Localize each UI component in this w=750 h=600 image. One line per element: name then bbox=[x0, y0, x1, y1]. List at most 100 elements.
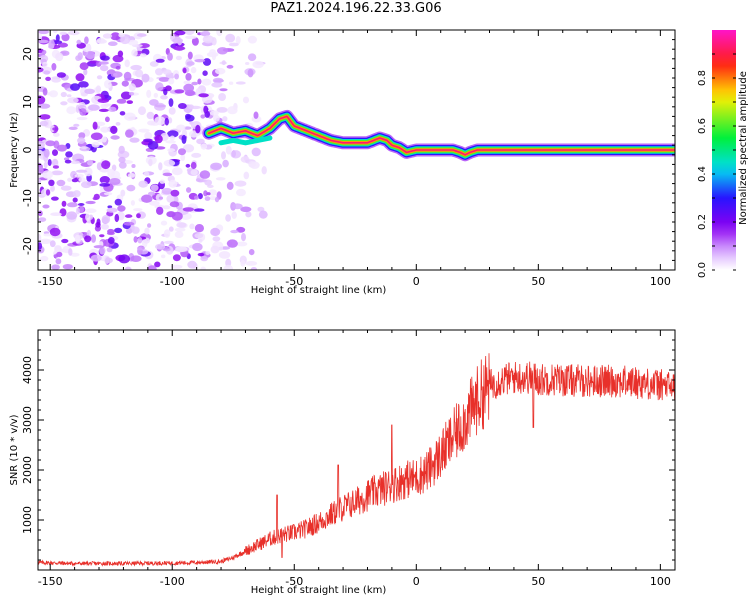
noise-blob bbox=[128, 91, 135, 96]
noise-blob bbox=[114, 227, 123, 234]
noise-blob bbox=[118, 33, 125, 38]
noise-blob bbox=[175, 55, 182, 61]
noise-blob bbox=[167, 52, 173, 61]
noise-blob bbox=[124, 59, 130, 68]
noise-blob bbox=[170, 189, 180, 197]
noise-blob bbox=[42, 61, 48, 68]
noise-blob bbox=[211, 52, 216, 61]
noise-blob bbox=[88, 104, 100, 111]
noise-blob bbox=[131, 49, 138, 57]
noise-blob bbox=[137, 246, 145, 251]
noise-blob bbox=[215, 67, 226, 75]
snr-frame bbox=[37, 329, 676, 571]
x-tick-label: 0 bbox=[413, 575, 420, 588]
noise-blob bbox=[171, 167, 183, 176]
noise-blob bbox=[213, 114, 220, 122]
noise-blob bbox=[39, 114, 51, 120]
noise-blob bbox=[119, 111, 126, 116]
noise-blob bbox=[162, 205, 171, 210]
noise-blob bbox=[201, 78, 212, 86]
noise-blob bbox=[203, 105, 209, 114]
noise-blob bbox=[104, 79, 112, 89]
noise-blob bbox=[178, 148, 186, 156]
noise-blob bbox=[110, 135, 120, 140]
noise-blob bbox=[99, 234, 105, 238]
noise-blob bbox=[175, 246, 188, 253]
noise-blob bbox=[245, 62, 250, 65]
noise-blob bbox=[77, 137, 86, 145]
noise-blob bbox=[113, 73, 118, 77]
noise-blob bbox=[51, 196, 59, 201]
noise-blob bbox=[161, 187, 173, 195]
noise-blob bbox=[149, 99, 159, 106]
noise-blob bbox=[193, 208, 205, 212]
noise-blob bbox=[75, 169, 88, 173]
noise-blob bbox=[154, 261, 161, 268]
noise-blob bbox=[221, 151, 226, 160]
noise-blob bbox=[146, 111, 155, 120]
y-tick-label: 20 bbox=[21, 47, 34, 61]
noise-blob bbox=[43, 161, 48, 169]
noise-blob bbox=[164, 117, 169, 126]
noise-blob bbox=[59, 31, 68, 36]
noise-blob bbox=[92, 196, 98, 201]
noise-blob bbox=[197, 193, 203, 200]
noise-blob bbox=[48, 39, 55, 49]
noise-blob bbox=[202, 35, 215, 44]
noise-blob bbox=[38, 140, 45, 150]
noise-blob bbox=[60, 91, 67, 98]
x-tick-label: -150 bbox=[38, 575, 63, 588]
noise-blob bbox=[91, 234, 96, 243]
noise-blob bbox=[115, 65, 121, 70]
noise-blob bbox=[200, 31, 211, 36]
noise-blob bbox=[124, 112, 136, 121]
noise-blob bbox=[172, 37, 184, 44]
noise-blob bbox=[191, 81, 199, 86]
noise-blob bbox=[85, 50, 96, 60]
noise-blob bbox=[185, 163, 191, 168]
noise-blob bbox=[252, 60, 264, 69]
noise-blob bbox=[128, 83, 136, 92]
noise-blob bbox=[74, 173, 84, 178]
noise-blob bbox=[126, 184, 136, 192]
noise-blob bbox=[96, 75, 103, 80]
noise-blob bbox=[170, 264, 183, 269]
noise-blob bbox=[137, 237, 143, 244]
noise-blob bbox=[108, 41, 118, 46]
noise-blob bbox=[200, 114, 206, 119]
noise-blob bbox=[51, 63, 57, 71]
noise-blob bbox=[222, 116, 228, 122]
noise-blob bbox=[168, 179, 178, 188]
snr-plot-area bbox=[38, 353, 675, 567]
noise-blob bbox=[194, 224, 204, 233]
noise-blob bbox=[225, 214, 232, 222]
noise-blob bbox=[104, 257, 113, 264]
noise-blob bbox=[65, 151, 73, 158]
noise-blob bbox=[38, 95, 46, 105]
noise-blob bbox=[84, 36, 89, 45]
noise-blob bbox=[38, 210, 43, 217]
noise-blob bbox=[261, 166, 267, 175]
noise-blob bbox=[95, 39, 108, 44]
noise-blob bbox=[110, 125, 118, 134]
noise-blob bbox=[138, 128, 150, 133]
noise-blob bbox=[160, 254, 166, 259]
noise-blob bbox=[149, 61, 159, 67]
noise-blob bbox=[178, 103, 187, 109]
noise-blob bbox=[240, 206, 252, 213]
noise-blob bbox=[183, 126, 192, 130]
noise-blob bbox=[190, 169, 198, 176]
noise-blob bbox=[154, 134, 163, 144]
y-axis-label: SNR (10 * v/v) bbox=[9, 414, 20, 485]
noise-blob bbox=[84, 235, 92, 243]
noise-blob bbox=[168, 117, 173, 124]
noise-blob bbox=[204, 196, 211, 201]
noise-blob bbox=[174, 231, 184, 238]
noise-blob bbox=[250, 267, 257, 270]
noise-blob bbox=[68, 126, 78, 130]
noise-blob bbox=[52, 30, 58, 34]
noise-blob bbox=[144, 132, 153, 140]
noise-blob bbox=[56, 144, 68, 152]
noise-blob bbox=[159, 179, 165, 184]
